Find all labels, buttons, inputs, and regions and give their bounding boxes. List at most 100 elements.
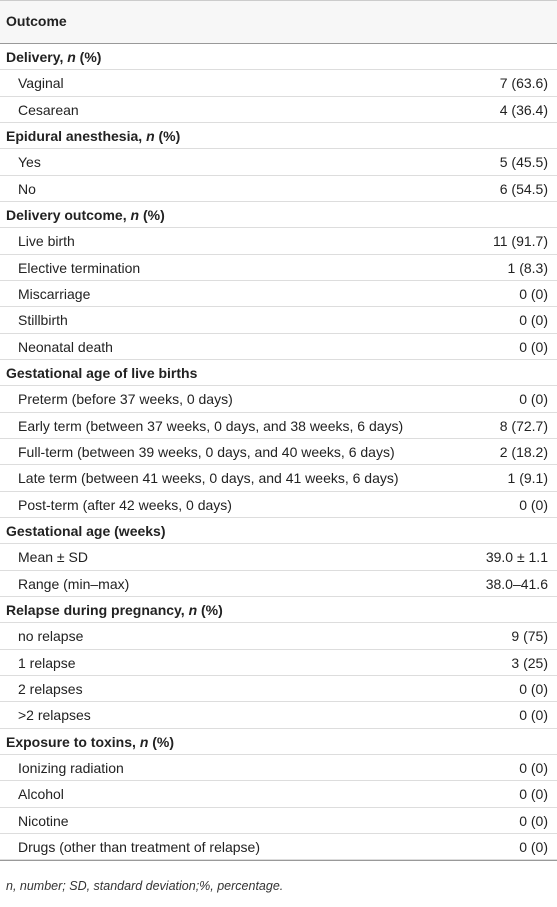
row-label: Mean ± SD: [18, 549, 88, 566]
footnote: n, number; SD, standard deviation;%, per…: [6, 879, 284, 894]
section-title: n: [146, 127, 155, 144]
item-row: Ionizing radiation 0 (0): [0, 755, 557, 782]
row-value: 6 (54.5): [499, 180, 548, 197]
section-title: (%): [197, 601, 223, 618]
row-label: 1 relapse: [18, 654, 76, 671]
section-row: Delivery outcome, n (%): [0, 202, 557, 229]
table-body: Delivery, n (%) Vaginal 7 (63.6) Cesarean 4 …: [0, 44, 557, 862]
section-title: n: [67, 49, 76, 65]
section-title: n: [139, 733, 149, 750]
row-value: 1 (8.3): [507, 259, 548, 276]
row-value: 7 (63.6): [499, 75, 548, 92]
item-row: Alcohol 0 (0): [0, 781, 557, 808]
section-row: Gestational age (weeks): [0, 518, 557, 545]
item-row: 1 relapse 3 (25): [0, 650, 557, 676]
item-row: Preterm (before 37 weeks, 0 days) 0 (0): [0, 386, 557, 413]
item-row: >2 relapses 0 (0): [0, 702, 557, 729]
item-row: Post-term (after 42 weeks, 0 days) 0 (0): [0, 492, 557, 518]
row-value: 3 (25): [511, 654, 548, 671]
row-value: 2 (18.2): [499, 443, 548, 460]
row-label: Live birth: [18, 233, 75, 250]
section-title: Gestational age of live births: [6, 364, 198, 381]
section-title: Epidural anesthesia,: [6, 127, 147, 144]
row-value: 38.0–41.6: [485, 575, 548, 592]
row-label: No: [18, 180, 36, 197]
row-value: 5 (45.5): [499, 154, 548, 171]
item-row: Full-term (between 39 weeks, 0 days, and…: [0, 439, 557, 466]
section-title: Delivery,: [6, 49, 68, 65]
section-row: Relapse during pregnancy, n (%): [0, 597, 557, 624]
row-value: 0 (0): [519, 759, 548, 776]
row-label: 2 relapses: [18, 680, 83, 697]
item-row: Cesarean 4 (36.4): [0, 97, 557, 123]
row-value: 9 (75): [511, 628, 548, 645]
section-title: (%): [139, 206, 165, 223]
item-row: Early term (between 37 weeks, 0 days, an…: [0, 413, 557, 439]
item-row: No 6 (54.5): [0, 176, 557, 202]
section-title: (%): [154, 127, 181, 144]
section-title: n: [188, 601, 198, 618]
section-row: Exposure to toxins, n (%): [0, 729, 557, 755]
item-row: Nicotine 0 (0): [0, 808, 557, 834]
section-title: Relapse during pregnancy,: [6, 601, 189, 618]
row-label: Ionizing radiation: [18, 759, 124, 776]
section-title: (%): [148, 733, 175, 750]
row-label: Late term (between 41 weeks, 0 days, and…: [18, 470, 399, 487]
item-row: Miscarriage 0 (0): [0, 281, 557, 308]
item-row: Range (min–max) 38.0–41.6: [0, 571, 557, 597]
item-row: Elective termination 1 (8.3): [0, 255, 557, 281]
item-row: Late term (between 41 weeks, 0 days, and…: [0, 465, 557, 492]
section-title: Delivery outcome,: [6, 206, 131, 223]
section-row: Gestational age of live births: [0, 360, 557, 387]
row-label: Preterm (before 37 weeks, 0 days): [18, 391, 233, 408]
row-label: Range (min–max): [18, 575, 130, 592]
section-title: n: [130, 206, 140, 223]
row-label: Drugs (other than treatment of relapse): [18, 838, 261, 855]
item-row: Stillbirth 0 (0): [0, 307, 557, 334]
section-title: (%): [75, 49, 102, 65]
row-value: 8 (72.7): [499, 417, 548, 434]
row-value: 0 (0): [519, 812, 548, 829]
row-value: 0 (0): [519, 285, 548, 302]
row-value: 0 (0): [519, 391, 548, 408]
row-label: Nicotine: [18, 812, 69, 829]
item-row: Drugs (other than treatment of relapse) 0…: [0, 834, 557, 861]
row-value: 0 (0): [519, 707, 548, 724]
row-value: 0 (0): [519, 312, 548, 329]
item-row: Mean ± SD 39.0 ± 1.1: [0, 544, 557, 571]
section-row: Delivery, n (%): [0, 44, 557, 71]
row-label: Yes: [18, 154, 41, 171]
item-row: Yes 5 (45.5): [0, 149, 557, 176]
row-value: 0 (0): [519, 786, 548, 803]
row-value: 39.0 ± 1.1: [485, 549, 548, 566]
row-value: 0 (0): [519, 338, 548, 355]
row-label: Vaginal: [18, 75, 64, 92]
row-value: 0 (0): [519, 838, 548, 855]
row-label: Neonatal death: [18, 338, 113, 355]
item-row: Live birth 11 (91.7): [0, 228, 557, 255]
row-label: Elective termination: [18, 259, 141, 276]
section-title: Exposure to toxins,: [6, 733, 140, 750]
row-value: 0 (0): [519, 680, 548, 697]
row-label: Cesarean: [18, 101, 79, 118]
row-value: 1 (9.1): [507, 470, 548, 487]
table-header: Outcome: [0, 0, 557, 44]
row-value: 4 (36.4): [499, 101, 548, 118]
row-value: 0 (0): [519, 496, 548, 513]
item-row: no relapse 9 (75): [0, 623, 557, 650]
item-row: Neonatal death 0 (0): [0, 334, 557, 360]
section-row: Epidural anesthesia, n (%): [0, 123, 557, 150]
section-title: Gestational age (weeks): [6, 522, 166, 539]
row-label: Full-term (between 39 weeks, 0 days, and…: [18, 443, 395, 460]
row-label: Post-term (after 42 weeks, 0 days): [18, 496, 232, 513]
row-label: Alcohol: [18, 786, 64, 803]
row-label: no relapse: [18, 628, 84, 645]
item-row: 2 relapses 0 (0): [0, 676, 557, 703]
row-value: 11 (91.7): [493, 233, 548, 250]
row-label: Stillbirth: [18, 312, 68, 329]
item-row: Vaginal 7 (63.6): [0, 70, 557, 97]
row-label: >2 relapses: [18, 707, 91, 724]
row-label: Miscarriage: [18, 285, 91, 302]
row-label: Early term (between 37 weeks, 0 days, an…: [18, 417, 404, 434]
